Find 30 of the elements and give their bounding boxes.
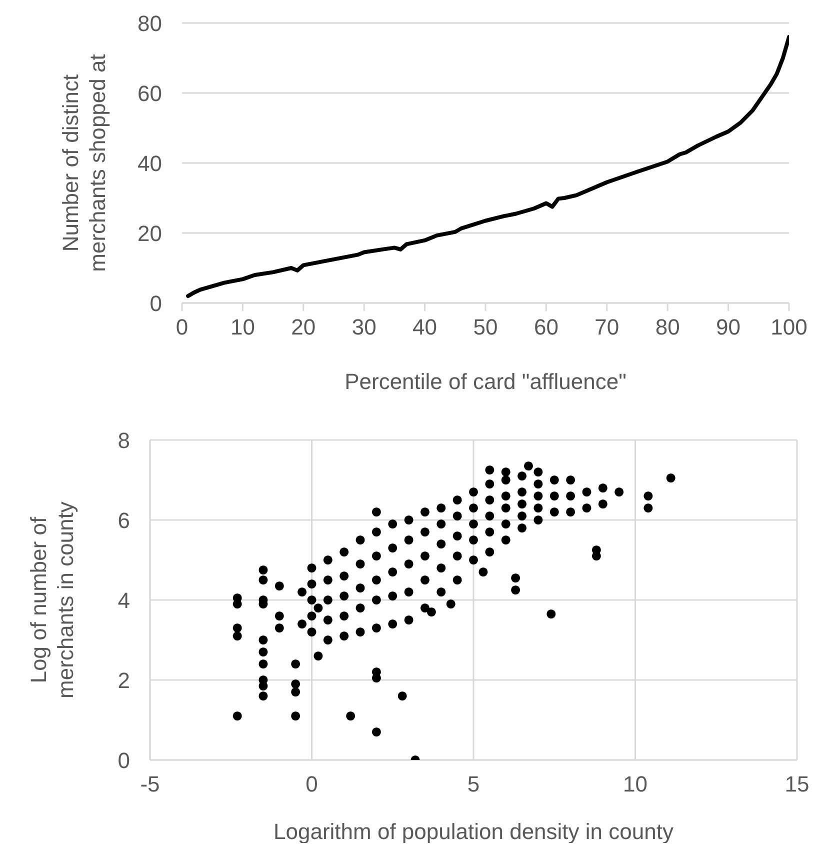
x-tick-label: 0 (176, 314, 188, 340)
x-tick-label: 70 (594, 314, 620, 340)
y-axis-title: Log of number of merchants in county (26, 502, 78, 698)
x-tick-label: 15 (784, 772, 810, 797)
y-tick-label: 8 (118, 428, 130, 453)
y-tick-label: 4 (118, 588, 130, 613)
x-axis-title: Percentile of card "affluence" (344, 369, 626, 394)
x-tick-label: 10 (230, 314, 255, 340)
y-tick-label: 6 (118, 508, 130, 533)
y-axis-title: Number of distinct merchants shopped at (58, 54, 110, 272)
x-tick-label: 10 (623, 772, 648, 797)
x-tick-label: 0 (306, 772, 318, 797)
x-tick-label: 30 (352, 314, 376, 340)
line-series (186, 35, 789, 298)
y-tick-label: 20 (138, 220, 162, 246)
x-tick-label: 80 (655, 314, 680, 340)
x-tick-label: 50 (473, 314, 498, 340)
x-tick-label: 40 (412, 314, 438, 340)
x-tick-label: -5 (140, 772, 160, 797)
x-tick-label: 60 (534, 314, 558, 340)
y-tick-label: 0 (150, 290, 162, 316)
y-tick-label: 40 (138, 150, 162, 176)
x-tick-label: 100 (770, 314, 808, 340)
y-tick-label: 80 (138, 10, 162, 36)
x-tick-label: 90 (716, 314, 741, 340)
y-tick-label: 60 (138, 80, 162, 106)
x-tick-label: 5 (467, 772, 480, 797)
y-tick-label: 0 (118, 748, 130, 773)
x-tick-label: 20 (291, 314, 316, 340)
y-tick-label: 2 (118, 668, 130, 693)
